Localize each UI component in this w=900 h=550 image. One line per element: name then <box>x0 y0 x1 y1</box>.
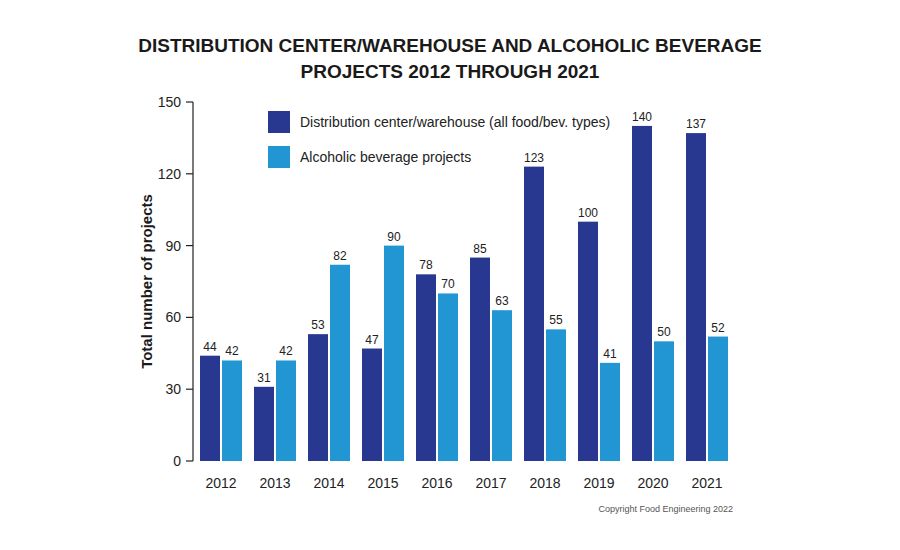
data-label: 47 <box>365 333 379 347</box>
y-tick <box>186 173 193 174</box>
chart-container: DISTRIBUTION CENTER/WAREHOUSE AND ALCOHO… <box>0 0 900 550</box>
y-tick <box>186 460 193 461</box>
legend-label: Distribution center/warehouse (all food/… <box>300 114 610 130</box>
bar <box>524 167 544 461</box>
y-tick-label: 60 <box>165 309 181 325</box>
y-axis-label: Total number of projects <box>138 194 155 369</box>
legend-swatch <box>268 111 290 133</box>
x-tick-label: 2016 <box>421 475 452 491</box>
bar <box>578 222 598 461</box>
y-tick <box>186 101 193 102</box>
data-label: 123 <box>524 151 544 165</box>
bar <box>254 387 274 461</box>
data-label: 137 <box>686 117 706 131</box>
bar <box>600 363 620 461</box>
data-label: 90 <box>387 230 401 244</box>
y-tick-label: 150 <box>158 94 182 110</box>
data-label: 100 <box>578 206 598 220</box>
title: DISTRIBUTION CENTER/WAREHOUSE AND ALCOHO… <box>138 35 762 82</box>
data-label: 41 <box>603 347 617 361</box>
data-label: 53 <box>311 318 325 332</box>
data-label: 55 <box>549 313 563 327</box>
data-label: 70 <box>441 277 455 291</box>
bar <box>632 126 652 461</box>
y-tick-label: 30 <box>165 381 181 397</box>
bar <box>492 310 512 461</box>
data-label: 63 <box>495 294 509 308</box>
bar <box>362 349 382 461</box>
data-label: 42 <box>225 344 239 358</box>
x-tick-label: 2017 <box>475 475 506 491</box>
bar <box>686 133 706 461</box>
x-tick-label: 2020 <box>637 475 668 491</box>
data-label: 52 <box>711 321 725 335</box>
bar <box>384 246 404 461</box>
bar <box>308 334 328 461</box>
bar <box>222 360 242 461</box>
data-label: 82 <box>333 249 347 263</box>
y-tick <box>186 245 193 246</box>
y-tick-label: 90 <box>165 238 181 254</box>
data-label: 44 <box>203 340 217 354</box>
y-tick-label: 120 <box>158 166 182 182</box>
y-tick-label: 0 <box>173 453 181 469</box>
x-tick-label: 2015 <box>367 475 398 491</box>
data-label: 42 <box>279 344 293 358</box>
chart-svg: DISTRIBUTION CENTER/WAREHOUSE AND ALCOHO… <box>0 0 900 550</box>
data-label: 50 <box>657 325 671 339</box>
x-tick-label: 2014 <box>313 475 344 491</box>
x-tick-label: 2021 <box>691 475 722 491</box>
bar <box>416 274 436 461</box>
bar <box>546 329 566 461</box>
x-tick-label: 2018 <box>529 475 560 491</box>
data-label: 78 <box>419 258 433 272</box>
annotation: Copyright Food Engineering 2022 <box>598 504 733 514</box>
bar <box>200 356 220 461</box>
data-label: 31 <box>257 371 271 385</box>
y-tick <box>186 389 193 390</box>
bar <box>708 337 728 461</box>
x-tick-label: 2012 <box>205 475 236 491</box>
bars <box>200 126 728 461</box>
bar <box>470 258 490 461</box>
background <box>0 0 900 550</box>
bar <box>654 341 674 461</box>
data-label: 140 <box>632 110 652 124</box>
data-label: 85 <box>473 242 487 256</box>
x-tick-label: 2013 <box>259 475 290 491</box>
bar <box>438 293 458 461</box>
y-axis-line <box>192 102 193 461</box>
legend-swatch <box>268 146 290 168</box>
x-tick-label: 2019 <box>583 475 614 491</box>
bar <box>276 360 296 461</box>
legend-label: Alcoholic beverage projects <box>300 149 471 165</box>
bar <box>330 265 350 461</box>
y-tick <box>186 317 193 318</box>
